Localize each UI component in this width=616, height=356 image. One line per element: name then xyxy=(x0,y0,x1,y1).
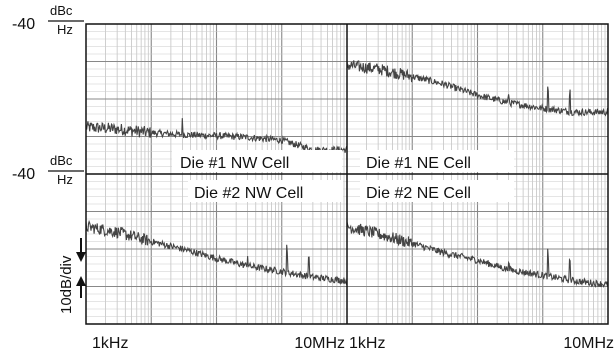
panel-title: Die #1 NW Cell xyxy=(180,155,289,172)
noise-trace-1 xyxy=(85,118,348,155)
x-axis-end-label-left: 10MHz xyxy=(294,335,345,352)
panel-title: Die #1 NE Cell xyxy=(366,155,471,172)
ref-unit-numerator: dBc xyxy=(50,3,73,18)
ref-unit-denominator: Hz xyxy=(57,22,73,37)
label-bg xyxy=(172,150,342,172)
ref-unit-numerator: dBc xyxy=(50,153,73,168)
traces xyxy=(85,60,609,288)
x-axis-end-label-right: 10MHz xyxy=(563,335,614,352)
scale-label: 10dB/div xyxy=(58,255,75,314)
x-axis-start-label-right: 1kHz xyxy=(349,335,385,352)
scale-arrow-up-icon xyxy=(76,276,86,298)
panel-title: Die #2 NW Cell xyxy=(194,185,303,202)
ref-level-label: -40 xyxy=(12,16,35,33)
panel-title: Die #2 NE Cell xyxy=(366,185,471,202)
noise-trace-3 xyxy=(85,219,348,286)
ref-level-label: -40 xyxy=(12,166,35,183)
label-bg xyxy=(188,180,343,202)
scale-arrow-down-icon xyxy=(76,238,86,262)
noise-trace-2 xyxy=(346,60,609,117)
label-bg xyxy=(360,150,514,172)
x-axis-start-label-left: 1kHz xyxy=(92,335,128,352)
label-bg xyxy=(360,180,514,202)
ref-unit-denominator: Hz xyxy=(57,172,73,187)
noise-trace-4 xyxy=(346,221,609,288)
